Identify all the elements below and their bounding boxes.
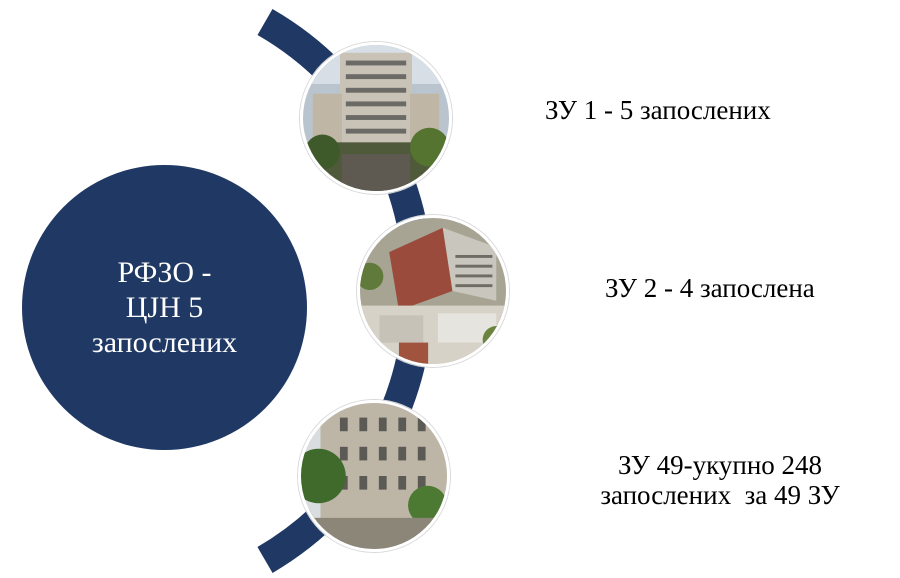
item-2-label: ЗУ 2 - 4 запослена <box>605 273 815 303</box>
historic-building-photo <box>298 400 450 552</box>
hospital-building-photo <box>300 42 452 194</box>
item-1-label: ЗУ 1 - 5 запослених <box>545 95 771 125</box>
aerial-hospital-complex-photo <box>357 215 509 367</box>
central-node-line1: РФЗО - <box>117 256 212 289</box>
central-node: РФЗО - ЦЈН 5 запослених <box>22 165 307 450</box>
central-node-line3: запослених <box>91 326 238 359</box>
central-node-line2: ЦЈН 5 <box>125 291 204 324</box>
item-3-label-line1: ЗУ 49-укупно 248 <box>617 450 823 480</box>
item-3-label-line2: запослених за 49 ЗУ <box>600 480 840 510</box>
item-3-label: ЗУ 49-укупно 248 запослених за 49 ЗУ <box>550 450 890 510</box>
